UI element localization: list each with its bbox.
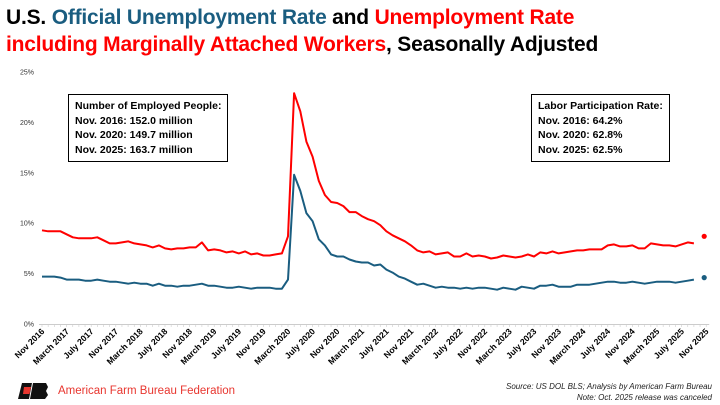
participation-box-heading: Labor Participation Rate: — [538, 100, 663, 112]
official-rate-line — [42, 173, 695, 291]
y-tick-label: 20% — [20, 120, 34, 127]
y-tick-label: 5% — [24, 271, 34, 278]
participation-rate-box: Labor Participation Rate: Nov. 2016: 64.… — [531, 94, 670, 162]
y-tick-label: 25% — [20, 70, 34, 77]
employed-people-box: Number of Employed People: Nov. 2016: 15… — [68, 94, 229, 162]
title-suffix: , Seasonally Adjusted — [386, 33, 599, 56]
participation-box-line: Nov. 2016: 64.2% — [538, 114, 623, 127]
participation-box-line: Nov. 2025: 62.5% — [538, 143, 623, 156]
afbf-logo: American Farm Bureau Federation — [18, 383, 235, 399]
participation-box-line: Nov. 2020: 62.8% — [538, 129, 623, 141]
chart-title: U.S. Official Unemployment Rate and Unem… — [6, 4, 598, 58]
employed-box-line: Nov. 2020: 149.7 million — [75, 129, 193, 141]
source-note: Source: US DOL BLS; Analysis by American… — [505, 382, 712, 391]
employed-box-line: Nov. 2016: 152.0 million — [75, 114, 193, 127]
y-tick-label: 10% — [20, 221, 34, 228]
title-and: and — [326, 6, 375, 29]
title-official-rate: Official Unemployment Rate — [51, 6, 327, 29]
u6-rate-nov2025-point — [701, 233, 707, 239]
fb-logo-icon — [18, 383, 48, 399]
official-rate-nov2025-point — [701, 275, 707, 281]
release-note: Note: Oct. 2025 release was canceled — [576, 393, 712, 402]
title-u6-rate-cont: including Marginally Attached Workers — [6, 33, 387, 56]
title-u6-rate: Unemployment Rate — [374, 6, 575, 29]
y-tick-label: 15% — [20, 170, 34, 177]
logo-text: American Farm Bureau Federation — [58, 385, 236, 397]
employed-box-line: Nov. 2025: 163.7 million — [75, 143, 193, 156]
u6-rate-line — [41, 92, 695, 260]
employed-box-heading: Number of Employed People: — [75, 100, 222, 112]
y-tick-label: 0% — [24, 322, 34, 329]
title-prefix: U.S. — [6, 6, 52, 29]
